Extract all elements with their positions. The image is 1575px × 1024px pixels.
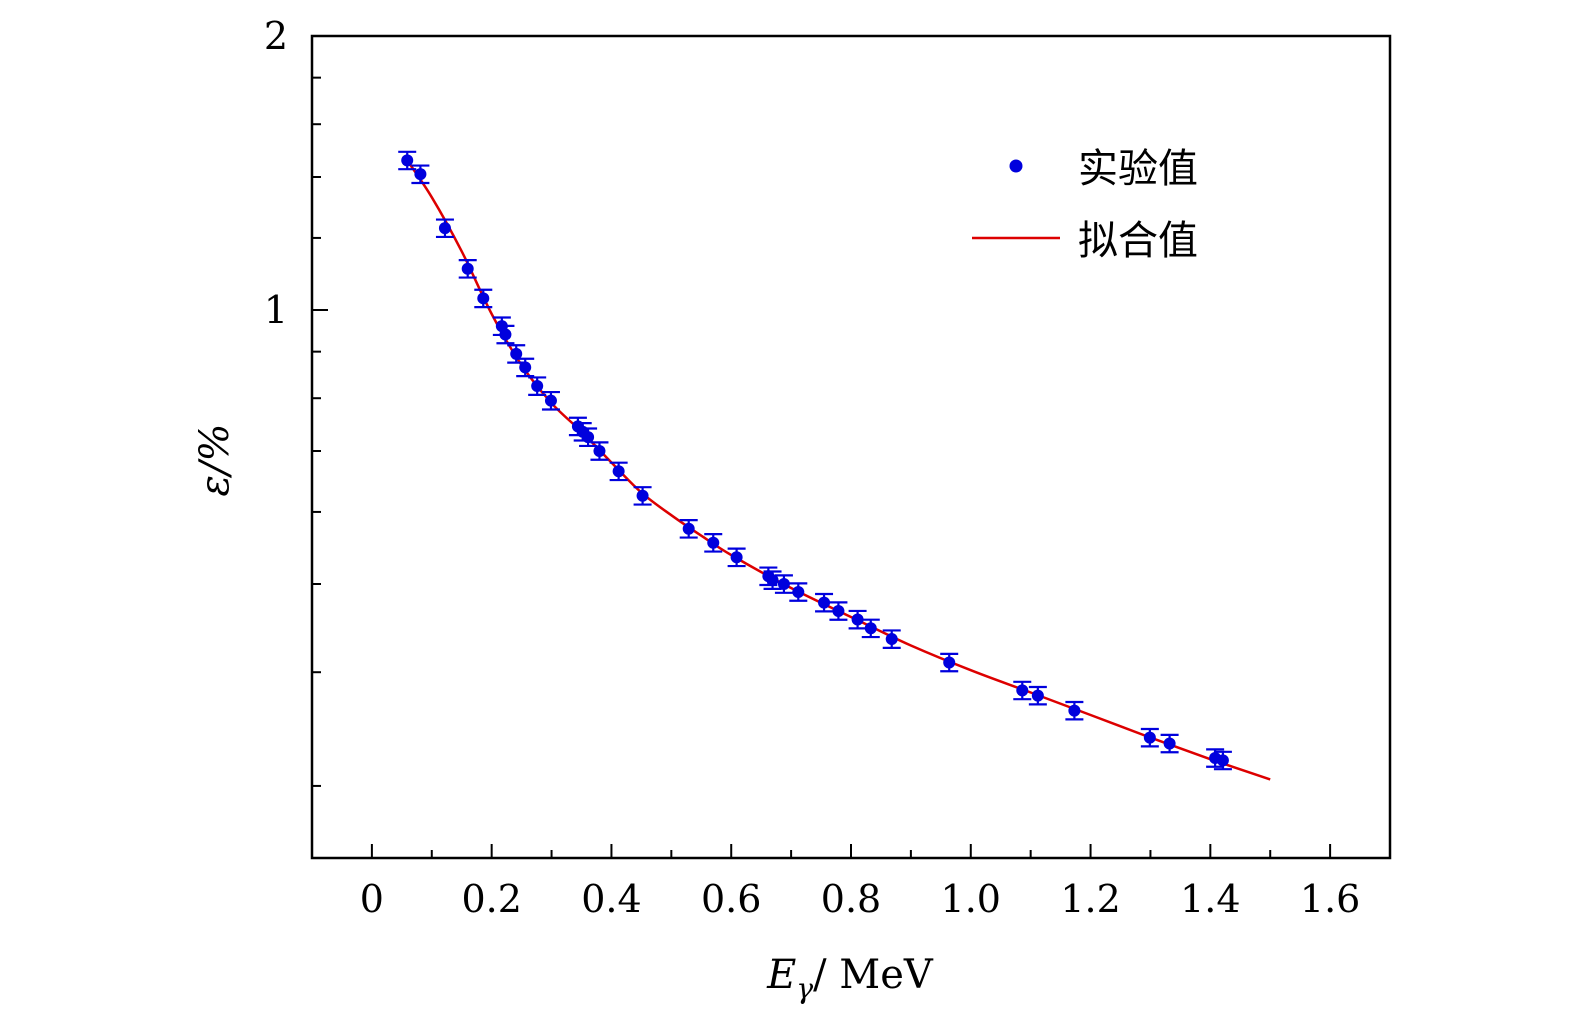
data-point	[1140, 727, 1159, 748]
x-axis-title-sub: γ	[796, 972, 813, 1005]
data-point	[1028, 685, 1047, 706]
y-tick-label: 2	[264, 14, 288, 58]
legend-label-points: 实验值	[1078, 146, 1198, 192]
data-point	[763, 570, 782, 590]
x-tick-label: 0.6	[701, 877, 761, 921]
data-point	[398, 150, 417, 171]
y-tick-label: 1	[264, 288, 288, 332]
data-point	[516, 357, 535, 378]
y-axis-ticks: 12	[264, 14, 328, 787]
legend-label-line: 拟合值	[1078, 218, 1198, 264]
data-point	[774, 574, 793, 594]
data-point	[861, 618, 880, 639]
data-point	[496, 324, 515, 345]
data-point	[1160, 733, 1179, 754]
data-point	[579, 427, 598, 448]
x-tick-label: 1.4	[1180, 877, 1240, 921]
data-point	[1013, 680, 1032, 701]
x-tick-label: 1.2	[1060, 877, 1120, 921]
x-axis-title-main: E	[766, 952, 796, 998]
x-axis-ticks: 0 0.2 0.4 0.6 0.8 1.0 1.2 1.4 1.6	[360, 844, 1360, 921]
legend-marker-points	[1009, 159, 1023, 173]
legend: 实验值 拟合值	[972, 146, 1198, 264]
data-point	[727, 547, 746, 568]
data-point	[633, 486, 652, 506]
data-point	[411, 164, 430, 185]
data-point	[458, 259, 477, 279]
x-tick-label: 0.2	[461, 877, 521, 921]
data-point	[882, 629, 901, 649]
data-point	[590, 441, 609, 461]
x-tick-label: 0	[360, 877, 384, 921]
x-tick-label: 1.6	[1300, 877, 1360, 921]
x-tick-label: 1.0	[941, 877, 1001, 921]
x-tick-label: 0.4	[581, 877, 641, 921]
data-point	[940, 652, 959, 673]
data-point	[815, 592, 834, 613]
data-point	[435, 218, 454, 239]
data-point	[609, 461, 628, 482]
data-point	[1065, 700, 1084, 721]
data-point	[541, 390, 560, 411]
x-axis-title: Eγ/ MeV	[766, 952, 934, 1005]
data-point	[848, 609, 867, 630]
plot-frame	[310, 34, 1392, 860]
data-point	[679, 519, 698, 539]
data-point	[704, 533, 723, 553]
x-tick-label: 0.8	[821, 877, 881, 921]
x-axis-title-unit: / MeV	[813, 952, 934, 998]
y-axis-title: ε/%	[192, 424, 238, 497]
data-point	[789, 582, 808, 602]
data-point	[1213, 750, 1232, 771]
data-point	[829, 601, 848, 621]
data-point	[474, 288, 493, 309]
experimental-points-series	[398, 150, 1232, 771]
data-point	[528, 376, 547, 396]
